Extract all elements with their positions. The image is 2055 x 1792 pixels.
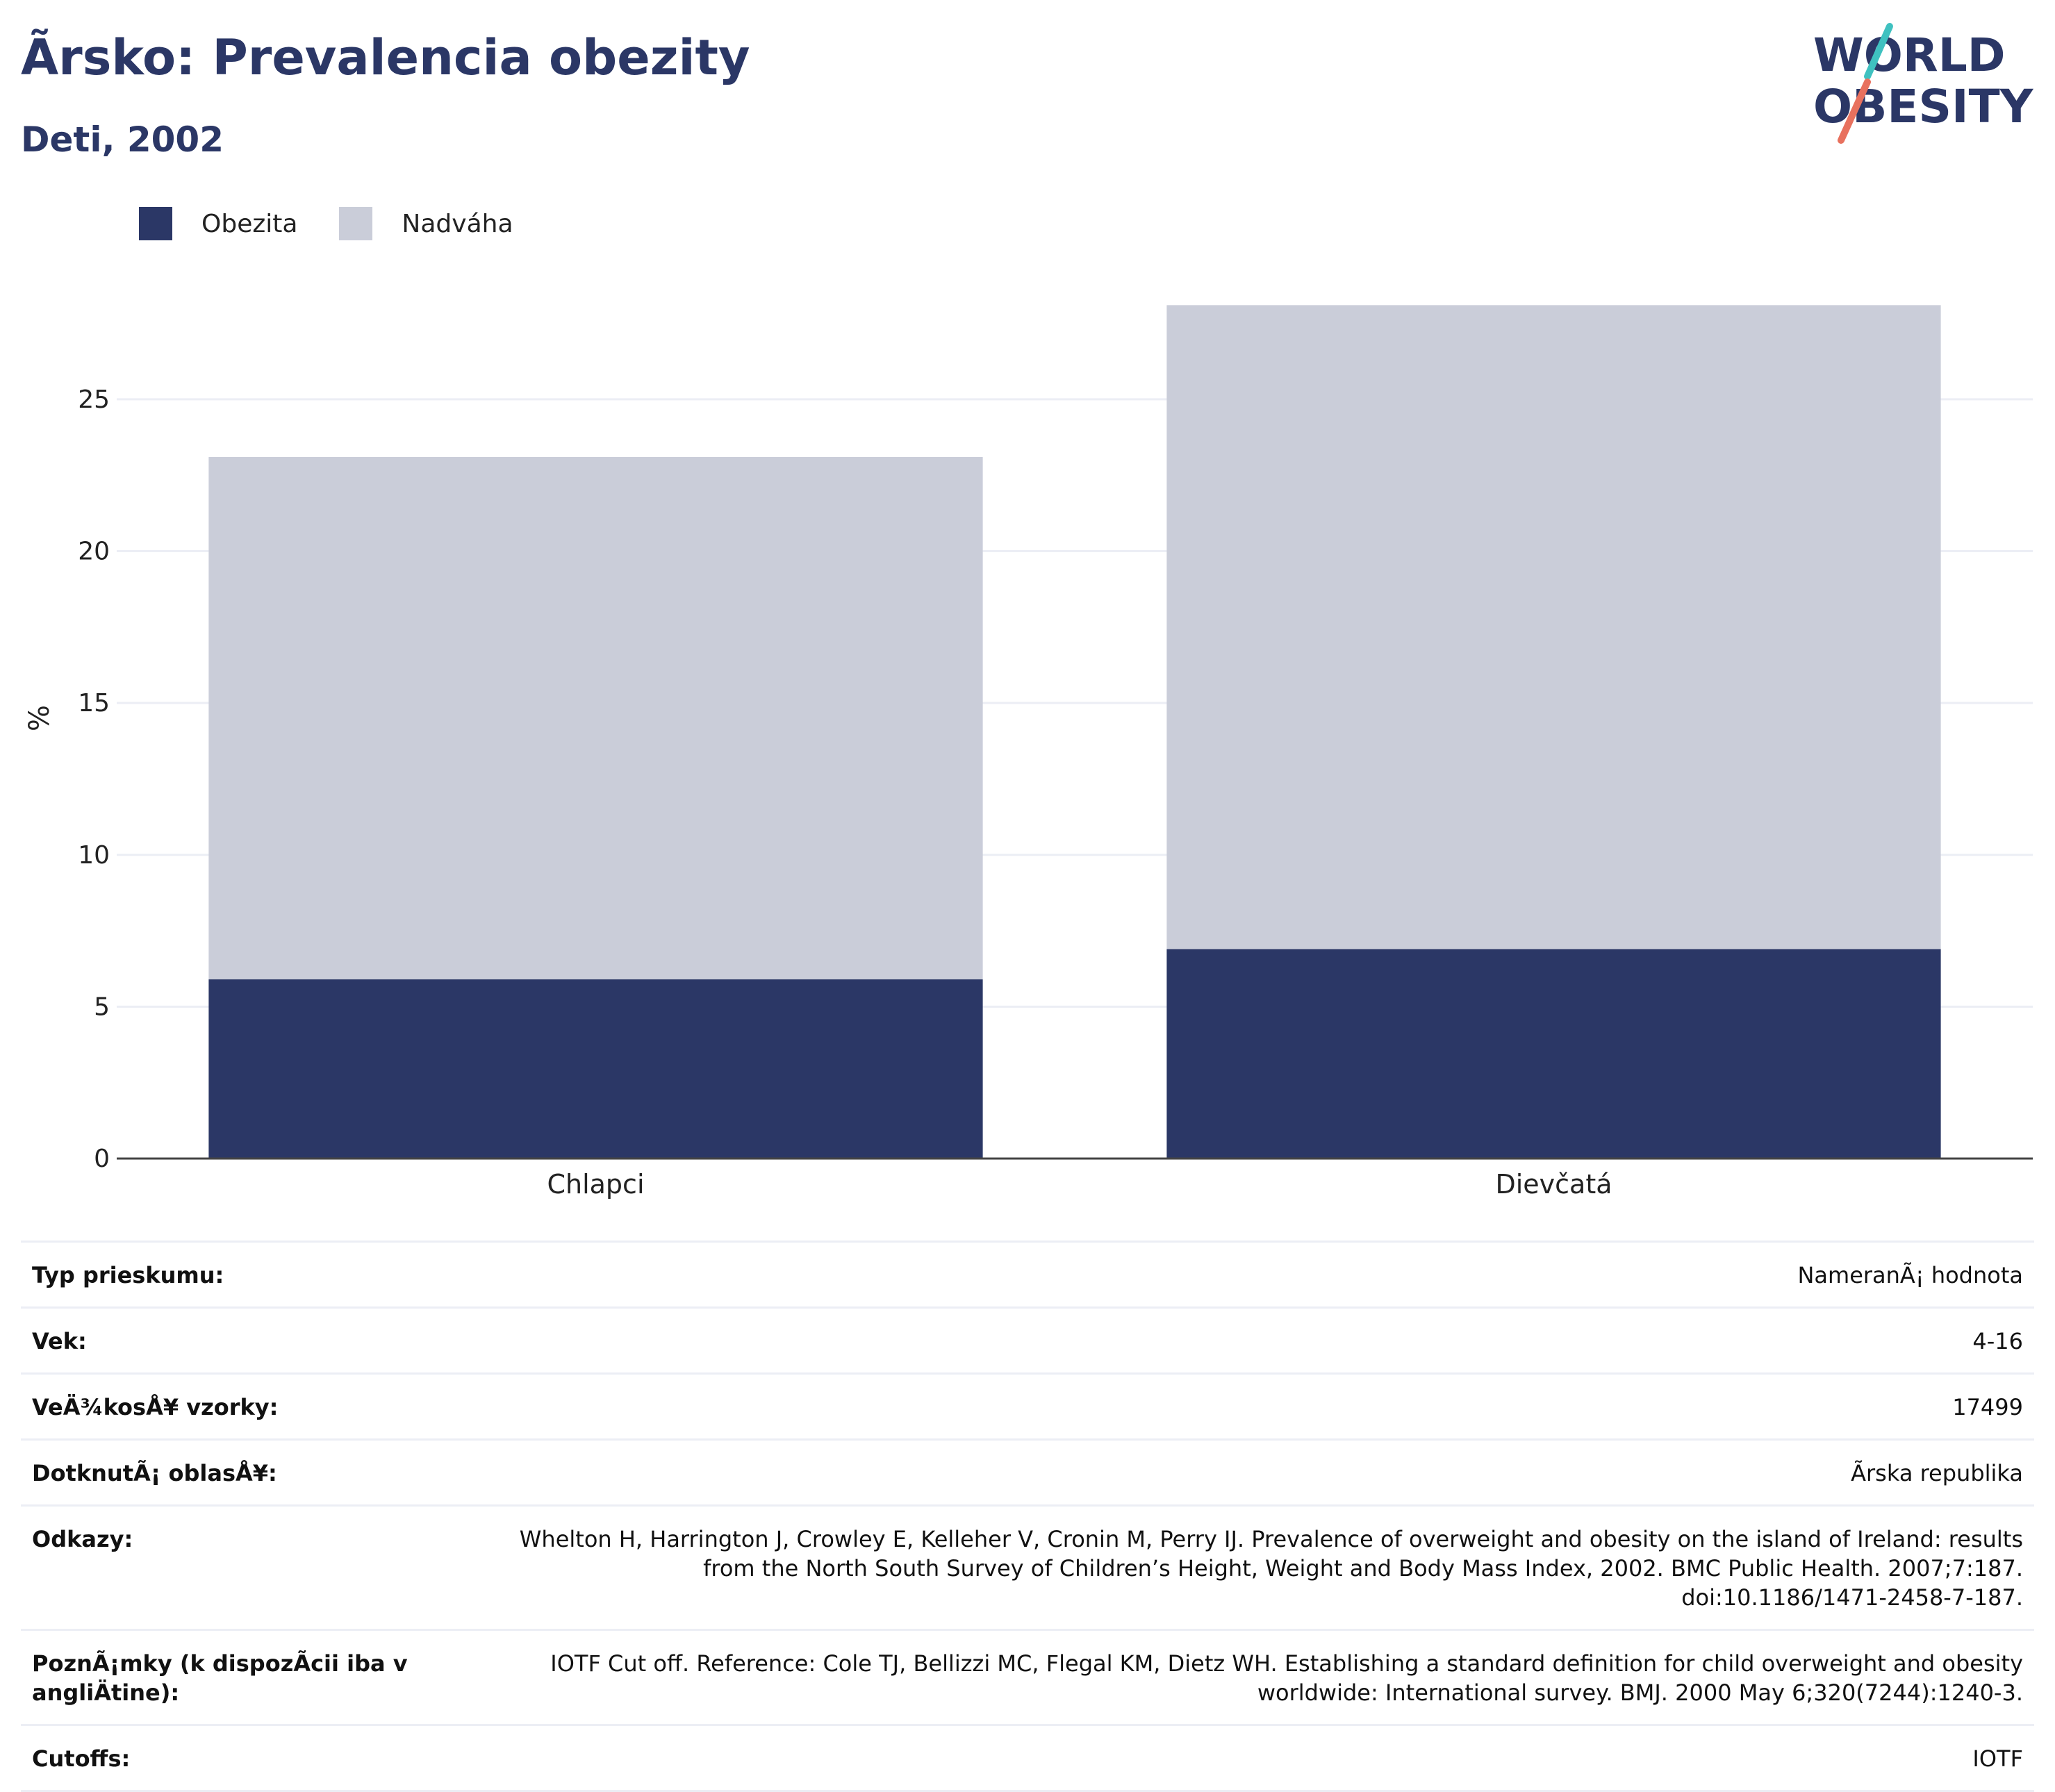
chart-legend: Obezita Nadváha bbox=[139, 206, 555, 242]
info-value: 17499 bbox=[488, 1372, 2034, 1440]
y-tick-label: 25 bbox=[78, 385, 110, 414]
chart-title: Ã­rsko: Prevalencia obezity bbox=[21, 29, 750, 86]
info-row: Vek: 4-16 bbox=[21, 1306, 2034, 1374]
info-key: PoznÃ¡mky (k dispozÃ­cii iba v angliÄ­ti… bbox=[21, 1629, 488, 1725]
info-key: DotknutÃ¡ oblasÅ¥: bbox=[21, 1438, 488, 1506]
info-row: Cutoffs: IOTF bbox=[21, 1724, 2034, 1792]
y-tick-label: 0 bbox=[94, 1145, 110, 1173]
bar-overweight-1 bbox=[1166, 305, 1941, 949]
y-tick-label: 20 bbox=[78, 538, 110, 566]
svg-text:WORLD: WORLD bbox=[1813, 28, 2006, 82]
bar-overweight-0 bbox=[208, 456, 983, 980]
y-axis-label: % bbox=[24, 705, 56, 731]
legend-item-obesity[interactable]: Obezita bbox=[139, 207, 297, 240]
y-tick-label: 15 bbox=[78, 689, 110, 717]
info-value: IOTF bbox=[488, 1724, 2034, 1792]
world-obesity-logo: WORLD OBESITY bbox=[1813, 23, 2034, 144]
info-row: VeÄ¾kosÅ¥ vzorky: 17499 bbox=[21, 1372, 2034, 1440]
info-key: VeÄ¾kosÅ¥ vzorky: bbox=[21, 1372, 488, 1440]
x-tick-label: Chlapci bbox=[547, 1169, 644, 1200]
info-value: NameranÃ¡ hodnota bbox=[488, 1241, 2034, 1308]
info-key: Cutoffs: bbox=[21, 1724, 488, 1792]
legend-swatch-obesity bbox=[139, 207, 172, 240]
info-key: Typ prieskumu: bbox=[21, 1241, 488, 1308]
info-row: DotknutÃ¡ oblasÅ¥: Ã­rska republika bbox=[21, 1438, 2034, 1506]
info-value: Whelton H, Harrington J, Crowley E, Kell… bbox=[488, 1504, 2034, 1630]
info-key: Vek: bbox=[21, 1306, 488, 1374]
info-value: 4-16 bbox=[488, 1306, 2034, 1374]
info-value: Ã­rska republika bbox=[488, 1438, 2034, 1506]
info-row: PoznÃ¡mky (k dispozÃ­cii iba v angliÄ­ti… bbox=[21, 1629, 2034, 1725]
stacked-bar-chart: 0 5 10 15 20 25% Chlapci Dievčatá bbox=[24, 305, 2033, 1200]
legend-swatch-overweight bbox=[339, 207, 373, 240]
y-tick-label: 10 bbox=[78, 841, 110, 870]
survey-info-table: Typ prieskumu: NameranÃ¡ hodnota Vek: 4-16 V… bbox=[21, 1241, 2034, 1792]
info-value: IOTF Cut off. Reference: Cole TJ, Belliz… bbox=[488, 1629, 2034, 1725]
chart-subtitle: Deti, 2002 bbox=[21, 119, 224, 160]
legend-label-obesity: Obezita bbox=[201, 209, 298, 238]
info-row: Typ prieskumu: NameranÃ¡ hodnota bbox=[21, 1241, 2034, 1308]
info-row: Odkazy: Whelton H, Harrington J, Crowley … bbox=[21, 1504, 2034, 1630]
legend-item-overweight[interactable]: Nadváha bbox=[339, 207, 513, 240]
x-tick-label: Dievčatá bbox=[1495, 1169, 1612, 1200]
y-tick-label: 5 bbox=[94, 993, 110, 1021]
bar-obesity-0 bbox=[208, 979, 983, 1159]
bar-obesity-1 bbox=[1166, 949, 1941, 1159]
legend-label-overweight: Nadváha bbox=[402, 209, 513, 238]
info-key: Odkazy: bbox=[21, 1504, 488, 1630]
